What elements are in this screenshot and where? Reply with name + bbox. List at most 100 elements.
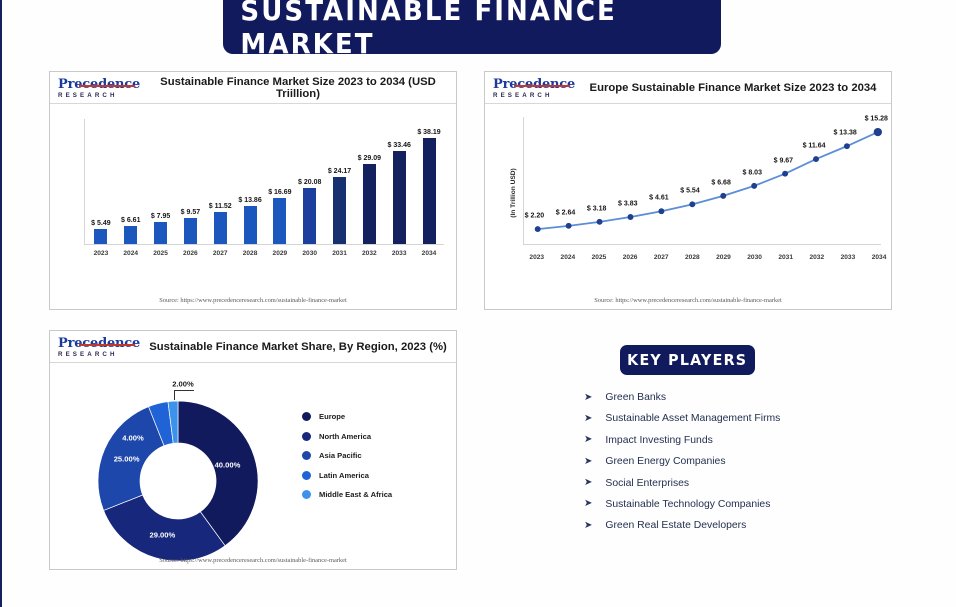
bar xyxy=(273,197,287,244)
line-value-label: $ 3.18 xyxy=(586,205,607,213)
logo-subtitle: RESEARCH xyxy=(58,91,118,99)
key-players-list: ➤ Green Banks ➤ Sustainable Asset Managemen… xyxy=(584,392,886,531)
line-x-tick: 2026 xyxy=(622,254,638,261)
bar-x-tick: 2025 xyxy=(153,250,168,257)
logo-underline xyxy=(514,85,571,87)
bar-column: $ 9.57 2026 xyxy=(176,121,204,257)
bar-column: $ 13.86 2028 xyxy=(236,121,264,257)
donut-slice-label: 4.00% xyxy=(122,433,144,443)
bar-value-label: $ 38.19 xyxy=(417,129,441,137)
arrow-right-icon: ➤ xyxy=(584,412,593,424)
bar-column: $ 29.09 2032 xyxy=(355,121,383,258)
donut-slice xyxy=(177,400,259,547)
precedence-research-logo: Precedence RESEARCH xyxy=(58,335,142,358)
bar-value-label: $ 9.57 xyxy=(180,208,201,216)
donut-slice xyxy=(167,400,179,444)
legend-item: Asia Pacific xyxy=(302,451,392,460)
bar-value-label: $ 13.86 xyxy=(238,196,262,204)
logo-name: Precedence xyxy=(58,335,141,351)
bar-value-label: $ 5.49 xyxy=(91,219,111,227)
key-player-label: Social Enterprises xyxy=(605,477,690,489)
bar-x-tick: 2027 xyxy=(212,250,228,257)
line-chart-panel: Precedence RESEARCH Europe Sustainable F… xyxy=(484,71,892,310)
arrow-right-icon: ➤ xyxy=(584,434,593,446)
bar-chart-header: Precedence RESEARCH Sustainable Finance … xyxy=(50,72,456,104)
key-player-label: Sustainable Asset Management Firms xyxy=(605,413,781,425)
line-value-label: $ 15.28 xyxy=(864,115,888,123)
bar-x-axis xyxy=(84,244,444,245)
key-player-item: ➤ Green Energy Companies xyxy=(584,456,886,467)
arrow-right-icon: ➤ xyxy=(584,498,593,510)
line-x-axis xyxy=(523,244,881,245)
donut-chart xyxy=(95,398,261,564)
bar-x-tick: 2029 xyxy=(272,250,288,257)
line-x-tick: 2024 xyxy=(560,254,576,261)
line-series-svg xyxy=(534,127,882,233)
line-value-label: $ 8.03 xyxy=(742,169,762,177)
line-value-label: $ 2.64 xyxy=(555,209,576,217)
bar-value-label: $ 24.17 xyxy=(327,168,352,176)
donut-svg xyxy=(97,400,259,562)
bar-x-tick: 2030 xyxy=(302,250,318,257)
logo-underline xyxy=(79,85,136,87)
bar xyxy=(124,225,138,244)
line-value-label: $ 13.38 xyxy=(833,129,857,137)
bar-x-tick: 2024 xyxy=(123,250,139,257)
line-x-tick: 2034 xyxy=(871,254,887,261)
bar-value-label: $ 29.09 xyxy=(357,154,382,162)
legend-item: Middle East & Africa xyxy=(302,490,392,499)
page-banner: SUSTAINABLE FINANCE MARKET xyxy=(223,0,721,60)
arrow-right-icon: ➤ xyxy=(584,519,593,531)
legend-color-dot xyxy=(302,431,311,441)
legend-item: North America xyxy=(302,431,392,441)
bar-column: $ 33.46 2033 xyxy=(385,121,413,257)
logo-subtitle: RESEARCH xyxy=(493,91,553,99)
donut-slice xyxy=(103,494,226,562)
bar-x-tick: 2032 xyxy=(362,250,377,257)
key-player-item: ➤ Social Enterprises xyxy=(584,478,886,489)
bar-chart-source: Source: https://www.precedenceresearch.c… xyxy=(159,297,347,304)
bar-value-label: $ 6.61 xyxy=(121,216,141,224)
key-player-label: Sustainable Technology Companies xyxy=(605,498,771,510)
logo-subtitle: RESEARCH xyxy=(58,350,118,358)
line-data-point xyxy=(813,156,819,163)
key-player-label: Green Energy Companies xyxy=(605,456,726,468)
bar-chart-title: Sustainable Finance Market Size 2023 to … xyxy=(160,75,436,100)
line-x-tick: 2025 xyxy=(591,254,607,261)
legend-color-dot xyxy=(302,412,311,421)
line-y-axis xyxy=(523,117,524,245)
bar-series: $ 5.49 2023 $ 6.61 2024 $ 7.95 2025 $ 9.57 2026… xyxy=(86,121,444,258)
bar-value-label: $ 11.52 xyxy=(208,203,232,211)
donut-chart-title: Sustainable Finance Market Share, By Reg… xyxy=(149,340,447,353)
bar-column: $ 6.61 2024 xyxy=(117,121,145,257)
legend-color-dot xyxy=(302,451,311,460)
bar-y-axis xyxy=(84,119,85,245)
line-x-tick: 2028 xyxy=(684,254,700,261)
bar-chart-panel: Precedence RESEARCH Sustainable Finance … xyxy=(49,71,457,310)
legend-label: Latin America xyxy=(319,470,369,480)
legend-color-dot xyxy=(302,490,311,499)
bar xyxy=(303,188,317,244)
line-chart-title: Europe Sustainable Finance Market Size 2… xyxy=(589,81,877,94)
line-x-tick: 2033 xyxy=(840,254,856,261)
bar-x-tick: 2034 xyxy=(421,250,437,257)
key-players-section: KEY PLAYERS ➤ Green Banks ➤ Sustainable Ass… xyxy=(484,330,892,570)
bar xyxy=(392,151,406,244)
line-value-label: $ 6.68 xyxy=(711,179,731,187)
key-player-item: ➤ Impact Investing Funds xyxy=(584,435,886,446)
page-title: SUSTAINABLE FINANCE MARKET xyxy=(240,0,617,60)
line-data-point xyxy=(627,214,634,220)
bar-column: $ 38.19 2034 xyxy=(415,121,443,257)
line-x-tick: 2031 xyxy=(778,254,794,261)
bar xyxy=(422,138,436,244)
donut-slice xyxy=(97,406,165,511)
legend-label: Middle East & Africa xyxy=(319,490,393,499)
bar-chart-plot: $ 5.49 2023 $ 6.61 2024 $ 7.95 2025 $ 9.57 2026… xyxy=(50,105,456,281)
bar xyxy=(213,212,227,244)
key-player-label: Impact Investing Funds xyxy=(605,434,713,446)
key-player-item: ➤ Sustainable Asset Management Firms xyxy=(584,413,886,424)
line-value-label: $ 5.54 xyxy=(680,187,700,195)
legend-label: North America xyxy=(319,431,372,441)
key-players-badge-label: KEY PLAYERS xyxy=(627,351,748,369)
